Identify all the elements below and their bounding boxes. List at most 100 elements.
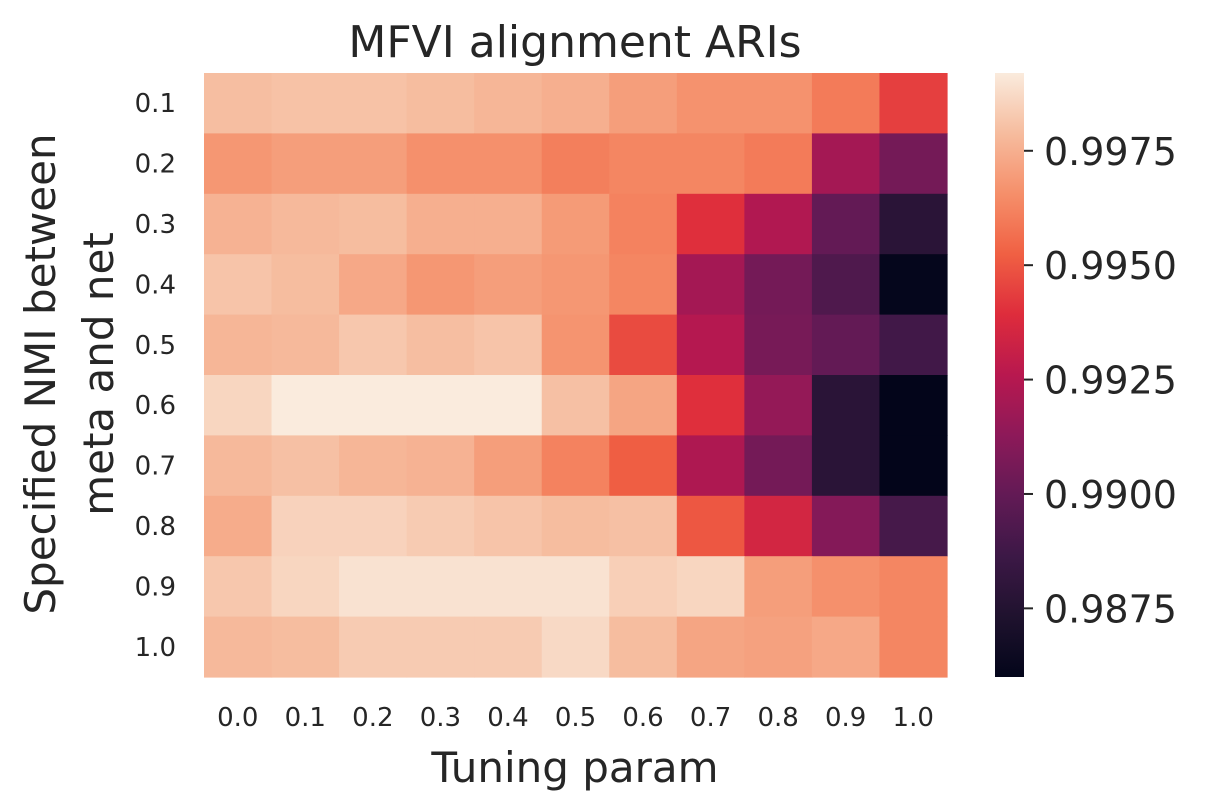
heatmap-cell — [339, 314, 408, 376]
heatmap-cell — [609, 254, 678, 316]
heatmap-cell — [811, 556, 881, 618]
heatmap-cell — [609, 556, 678, 618]
heatmap-cell — [676, 133, 745, 195]
heatmap-cell — [879, 193, 948, 255]
heatmap-cell — [339, 556, 408, 618]
heatmap-cell — [339, 435, 408, 497]
heatmap-cell — [474, 73, 543, 134]
heatmap-cell — [676, 193, 745, 255]
y-axis-label: Specified NMI between meta and net — [16, 133, 123, 614]
heatmap-cell — [879, 616, 948, 678]
heatmap-cell — [541, 314, 610, 376]
heatmap-cell — [541, 254, 610, 316]
heatmap-cell — [541, 375, 610, 436]
colorbar-ticks: 0.9875 0.9900 0.9925 0.9950 0.9975 — [1024, 130, 1177, 631]
y-tick-labels: 0.1 0.2 0.3 0.4 0.5 0.6 0.7 0.8 0.9 1.0 — [135, 89, 176, 663]
heatmap-cell — [474, 556, 543, 618]
heatmap-cell — [406, 133, 475, 195]
x-axis-label: Tuning param — [430, 743, 718, 792]
heatmap-cell — [744, 73, 813, 134]
heatmap-cell — [271, 556, 340, 618]
x-tick-label: 0.0 — [217, 703, 258, 733]
heatmap-cell — [676, 254, 745, 316]
heatmap-cell — [811, 314, 881, 376]
y-tick-label: 0.1 — [135, 89, 176, 119]
heatmap-cell — [676, 314, 745, 376]
x-tick-label: 0.7 — [690, 703, 731, 733]
x-tick-label: 0.3 — [420, 703, 461, 733]
heatmap-cell — [406, 556, 475, 618]
heatmap-cell — [879, 133, 948, 195]
heatmap-cell — [609, 133, 678, 195]
heatmap-cell — [339, 193, 408, 255]
heatmap-cell — [339, 495, 408, 557]
heatmap-cell — [676, 73, 745, 134]
heatmap-cell — [609, 616, 678, 678]
heatmap-cell — [879, 314, 948, 376]
heatmap-cell — [811, 193, 881, 255]
heatmap-cell — [271, 616, 340, 678]
heatmap-cell — [744, 254, 813, 316]
colorbar-tick-label: 0.9875 — [1044, 587, 1177, 631]
heatmap-cell — [474, 314, 543, 376]
heatmap-cell — [406, 254, 475, 316]
heatmap-cell — [204, 193, 273, 255]
heatmap-cell — [879, 254, 948, 316]
heatmap-cell — [406, 193, 475, 255]
heatmap-cell — [541, 495, 610, 557]
heatmap-cell — [204, 375, 273, 436]
x-tick-label: 0.1 — [285, 703, 326, 733]
heatmap-cell — [339, 133, 408, 195]
colorbar-tick-label: 0.9900 — [1044, 473, 1177, 517]
heatmap-cell — [744, 133, 813, 195]
x-tick-labels: 0.0 0.1 0.2 0.3 0.4 0.5 0.6 0.7 0.8 0.9 1.0 — [217, 703, 934, 733]
y-tick-label: 0.7 — [135, 452, 176, 482]
heatmap-cell — [541, 193, 610, 255]
heatmap-cell — [406, 73, 475, 134]
y-tick-label: 0.5 — [135, 331, 176, 361]
y-axis-label-line-1: Specified NMI between — [16, 133, 65, 614]
heatmap-cell — [609, 193, 678, 255]
colorbar — [995, 73, 1024, 677]
heatmap-cell — [744, 495, 813, 557]
heatmap-cell — [271, 435, 340, 497]
heatmap-cell — [271, 193, 340, 255]
heatmap-cell — [676, 375, 745, 436]
heatmap-cell — [406, 495, 475, 557]
heatmap-cell — [609, 495, 678, 557]
heatmap-cell — [204, 435, 273, 497]
heatmap-cell — [474, 375, 543, 436]
heatmap-cell — [811, 375, 881, 436]
chart-title: MFVI alignment ARIs — [348, 17, 801, 68]
y-tick-label: 1.0 — [135, 633, 176, 663]
heatmap-cell — [271, 314, 340, 376]
heatmap-cell — [271, 254, 340, 316]
heatmap-cell — [879, 73, 948, 134]
heatmap-cell — [204, 495, 273, 557]
x-tick-label: 0.4 — [487, 703, 528, 733]
heatmap-cell — [744, 193, 813, 255]
heatmap-cell — [271, 73, 340, 134]
heatmap-cell — [811, 73, 881, 134]
heatmap-cell — [609, 73, 678, 134]
heatmap-cell — [879, 495, 948, 557]
heatmap-cell — [744, 435, 813, 497]
x-tick-label: 0.9 — [825, 703, 866, 733]
x-tick-label: 1.0 — [893, 703, 934, 733]
heatmap-cell — [406, 314, 475, 376]
heatmap-cell — [609, 375, 678, 436]
heatmap-cell — [204, 73, 273, 134]
y-tick-label: 0.8 — [135, 512, 176, 542]
heatmap-cell — [744, 375, 813, 436]
heatmap-cell — [609, 314, 678, 376]
heatmap-cell — [406, 435, 475, 497]
heatmap-cell — [339, 375, 408, 436]
heatmap-cell — [744, 616, 813, 678]
heatmap-cell — [474, 254, 543, 316]
colorbar-tick-label: 0.9925 — [1044, 359, 1177, 403]
x-tick-label: 0.6 — [622, 703, 663, 733]
heatmap-cell — [339, 73, 408, 134]
heatmap-cell — [474, 616, 543, 678]
heatmap-cell — [879, 556, 948, 618]
heatmap-cell — [406, 616, 475, 678]
